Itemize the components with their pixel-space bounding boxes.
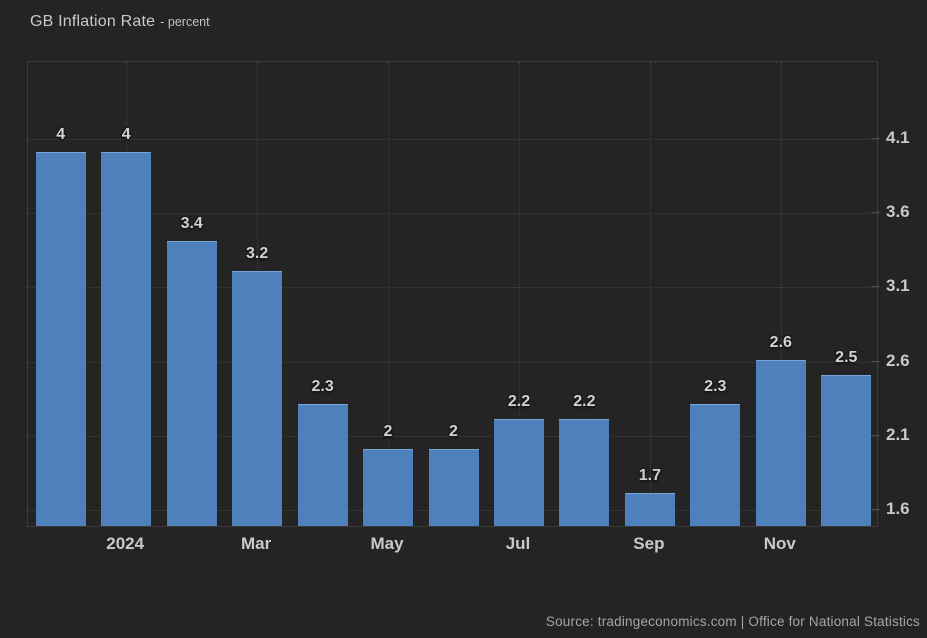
x-tick-label: May — [370, 534, 404, 553]
bar-value-label: 2 — [449, 422, 458, 440]
x-tick-label: Sep — [633, 534, 665, 553]
y-tick-label: 4.1 — [886, 127, 910, 147]
gridline-vertical — [780, 62, 782, 526]
y-tick-label: 2.6 — [886, 350, 910, 370]
x-tick-label: 2024 — [106, 534, 145, 553]
bar-1.7[interactable] — [624, 493, 675, 526]
gridline-horizontal — [28, 361, 877, 363]
bar-2.3[interactable] — [690, 404, 741, 526]
gridline-vertical — [649, 62, 651, 526]
bar-2[interactable] — [363, 448, 413, 526]
x-tick-label: Mar — [240, 534, 272, 553]
gridline-vertical — [388, 62, 389, 526]
bar-value-label: 4 — [56, 125, 66, 143]
bar-value-label: 2.5 — [835, 348, 858, 366]
bar-value-label: 1.7 — [638, 467, 662, 485]
bar-3.2[interactable] — [232, 270, 283, 526]
gridline-horizontal — [28, 287, 877, 289]
bar-4[interactable] — [101, 151, 152, 526]
bar-value-label: 3.4 — [180, 214, 203, 232]
bar-2.6[interactable] — [755, 359, 806, 526]
bar-value-label: 2.3 — [311, 378, 334, 396]
gridline-vertical — [519, 62, 520, 526]
chart-title: GB Inflation Rate — [30, 13, 156, 30]
y-axis-tick — [871, 360, 880, 362]
y-tick-label: 3.1 — [886, 276, 910, 296]
y-axis-tick — [871, 137, 880, 139]
gridline-horizontal — [28, 138, 877, 140]
y-axis-tick — [871, 434, 880, 436]
bar-4[interactable] — [35, 151, 86, 526]
y-axis-tick — [871, 212, 880, 214]
bar-value-label: 2.6 — [769, 333, 792, 351]
y-axis-tick — [871, 509, 880, 511]
bar-2.3[interactable] — [297, 404, 348, 526]
y-tick-label: 2.1 — [886, 424, 910, 444]
gridline-horizontal — [28, 435, 877, 437]
bar-value-label: 2.2 — [507, 393, 531, 410]
bar-2.2[interactable] — [559, 419, 610, 526]
x-tick-label: Jul — [505, 534, 531, 553]
chart-header: GB Inflation Rate - percent — [30, 13, 210, 31]
y-tick-label: 3.6 — [886, 202, 910, 222]
bar-value-label: 2.3 — [704, 378, 727, 396]
bar-3.4[interactable] — [166, 240, 217, 526]
y-tick-label: 1.6 — [886, 499, 910, 519]
bar-value-label: 3.2 — [245, 244, 269, 262]
chart-subtitle: - percent — [160, 15, 210, 29]
bar-2.2[interactable] — [494, 419, 544, 526]
source-attribution: Source: tradingeconomics.com | Office fo… — [545, 614, 920, 629]
plot-area: 4 4 3.4 3.2 2.3 2 2 2.2 2.2 1.7 2.3 2.6 2.5 — [27, 61, 878, 527]
bar-value-label: 2.2 — [573, 393, 596, 410]
x-tick-label: Nov — [763, 534, 796, 553]
gridline-horizontal — [28, 213, 877, 215]
bar-value-label: 4 — [121, 125, 131, 143]
bar-2.5[interactable] — [821, 374, 872, 526]
bar-value-label: 2 — [383, 422, 393, 440]
y-axis-tick — [871, 286, 880, 288]
bar-2[interactable] — [428, 448, 479, 526]
